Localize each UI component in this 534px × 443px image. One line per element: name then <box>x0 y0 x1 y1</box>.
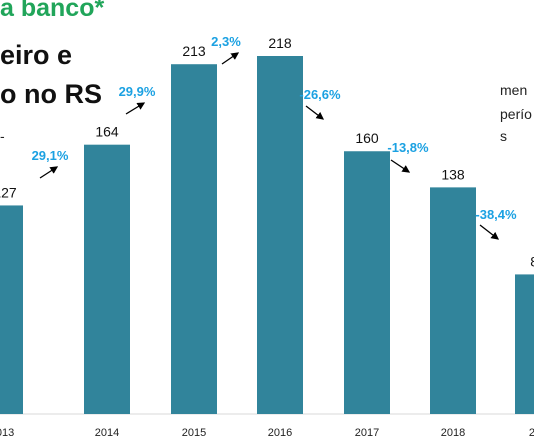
change-arrow-2018 <box>390 159 411 173</box>
x-tick-2019: 201 <box>529 427 534 439</box>
x-tick-2013: 013 <box>0 427 14 439</box>
chart-title-line-3: o no RS <box>0 79 102 109</box>
change-label-2015: 29,9% <box>119 84 156 99</box>
x-tick-2014: 2014 <box>95 427 119 439</box>
change-label-2014: 29,1% <box>32 148 69 163</box>
x-tick-2015: 2015 <box>182 427 206 439</box>
change-label-2019: -38,4% <box>475 207 517 222</box>
value-label-2019: 85 <box>530 253 534 269</box>
bar-2017 <box>344 151 390 414</box>
change-label-2017: -26,6% <box>299 87 341 102</box>
bar-2019 <box>515 274 534 414</box>
x-tick-2017: 2017 <box>355 427 379 439</box>
x-tick-2018: 2018 <box>441 427 465 439</box>
change-arrow-2015 <box>125 102 146 115</box>
value-label-2018: 138 <box>441 166 465 182</box>
value-label-2017: 160 <box>355 130 379 146</box>
x-tick-2016: 2016 <box>268 427 292 439</box>
bar-2016 <box>257 56 303 414</box>
change-label-2018: -13,8% <box>387 140 429 155</box>
value-label-2015: 213 <box>182 43 206 59</box>
side-note-line-1: men <box>500 82 528 98</box>
bar-2013 <box>0 205 23 414</box>
change-arrow-2014 <box>39 166 59 179</box>
side-note-line-3: s <box>500 128 507 144</box>
bar-2018 <box>430 187 476 414</box>
chart-title-line-2: eiro e <box>0 40 73 70</box>
change-arrow-2017 <box>305 105 325 120</box>
change-label-2016: 2,3% <box>211 34 241 49</box>
value-label-2016: 218 <box>268 35 292 51</box>
left-text-fragment: - <box>0 128 5 144</box>
bar-2015 <box>171 64 217 415</box>
change-arrow-2016 <box>221 52 240 65</box>
value-label-2014: 164 <box>95 124 119 140</box>
change-arrow-2019 <box>479 224 500 240</box>
value-label-2013: 127 <box>0 184 17 200</box>
side-note-line-2: perío <box>500 106 532 122</box>
bar-2014 <box>84 144 130 414</box>
chart-title-line-1: a banco* <box>0 0 105 22</box>
